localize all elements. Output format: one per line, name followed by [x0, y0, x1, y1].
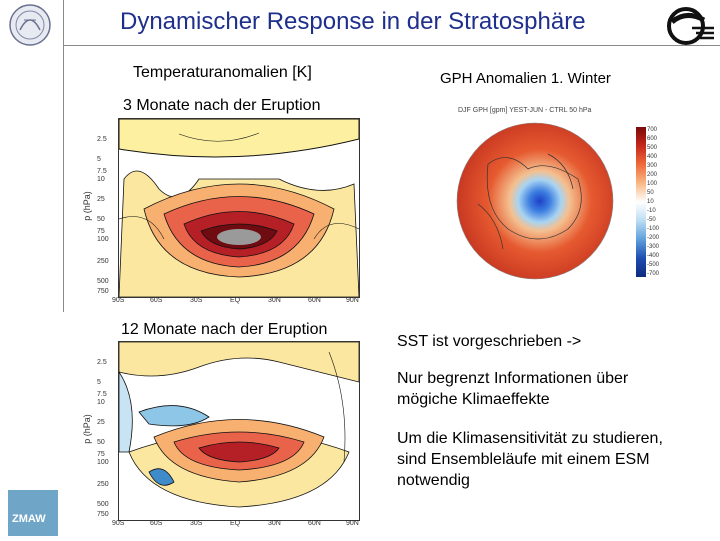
x-tick-list: 90S 60S 30S EQ 30N 60N 90N [112, 297, 359, 304]
slide-title: Dynamischer Response in der Stratosphäre [120, 8, 586, 35]
x-tick-list: 90S 60S 30S EQ 30N 60N 90N [112, 520, 359, 527]
bullet-sst: SST ist vorgeschrieben -> [397, 333, 582, 350]
bullet-limited-info: Nur begrenzt Informationen über mögiche … [397, 370, 629, 408]
bullet-climate-sensitivity: Um die Klimasensitivität zu studieren, s… [397, 430, 663, 489]
dkrz-logo [664, 2, 718, 48]
colorbar [636, 127, 646, 277]
gph-polar-map: DJF GPH [gpm] YEST-JUN - CTRL 50 hPa 700… [448, 105, 663, 285]
zmaw-logo: ZMAW [8, 490, 58, 536]
svg-text:ZMAW: ZMAW [12, 513, 46, 525]
temperature-plot-3months: p (hPa) 2.5 5 7.5 10 25 50 75 100 250 50… [70, 113, 365, 308]
institute-logo [4, 2, 56, 48]
temp-anomaly-label: Temperaturanomalien [K] [133, 64, 312, 81]
gph-anomaly-label: GPH Anomalien 1. Winter [440, 70, 611, 87]
plot-area [118, 118, 360, 298]
plot-area [118, 341, 360, 521]
month12-label: 12 Monate nach der Eruption [121, 321, 328, 338]
y-axis-label: p (hPa) [81, 191, 92, 221]
month3-label: 3 Monate nach der Eruption [123, 97, 321, 114]
top-rule [63, 45, 720, 46]
left-rule [63, 0, 64, 312]
colorbar-labels: 700 600 500 400 300 200 100 50 10 -10 -5… [647, 127, 660, 277]
y-axis-label: p (hPa) [81, 414, 92, 444]
map-caption: DJF GPH [gpm] YEST-JUN - CTRL 50 hPa [458, 107, 592, 114]
temperature-plot-12months: p (hPa) 2.5 5 7.5 10 25 50 75 100 250 50… [70, 336, 365, 531]
